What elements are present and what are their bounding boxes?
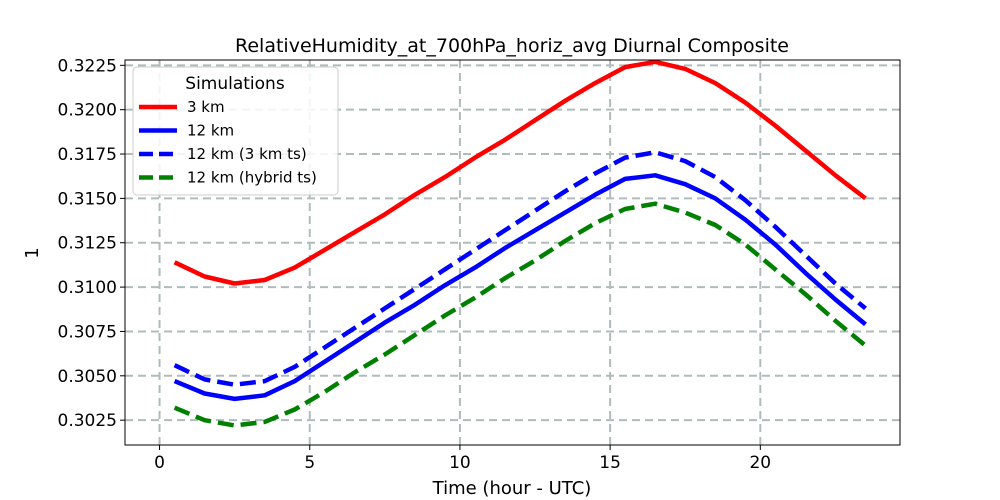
x-axis-label: Time (hour - UTC) <box>432 478 592 499</box>
x-tick-label: 0 <box>154 453 165 473</box>
y-tick-label: 0.3125 <box>58 234 117 254</box>
y-tick-label: 0.3175 <box>58 145 117 165</box>
legend-label-0: 3 km <box>187 98 225 116</box>
x-tick-label: 10 <box>449 453 471 473</box>
legend-box <box>132 66 339 196</box>
y-tick-label: 0.3200 <box>58 101 117 121</box>
series-line-1 <box>173 173 867 402</box>
y-tick-label: 0.3025 <box>58 411 117 431</box>
x-tick-label: 5 <box>304 453 315 473</box>
y-axis-ticks: 0.3025 0.3050 0.3075 0.3100 0.3125 0.3150 0.31… <box>58 56 125 431</box>
series-lines <box>173 59 867 428</box>
chart-title: RelativeHumidity_at_700hPa_horiz_avg Diu… <box>235 35 789 57</box>
y-tick-label: 0.3075 <box>58 322 117 342</box>
series-line-0 <box>173 59 867 286</box>
y-tick-label: 0.3100 <box>58 278 117 298</box>
series-line-2 <box>173 150 867 387</box>
legend-label-2: 12 km (3 km ts) <box>187 145 307 163</box>
legend-label-1: 12 km <box>187 122 234 140</box>
y-axis-label: 1 <box>22 247 43 258</box>
x-tick-label: 15 <box>599 453 621 473</box>
y-tick-label: 0.3150 <box>58 189 117 209</box>
y-tick-label: 0.3050 <box>58 367 117 387</box>
x-axis-ticks: 0 5 10 15 20 <box>154 445 771 473</box>
plot-frame <box>124 59 901 446</box>
legend-title: Simulations <box>185 74 285 94</box>
legend-items: 3 km 12 km 12 km (3 km ts) 12 km (hybrid ts… <box>139 98 317 187</box>
series-line-3 <box>173 201 867 428</box>
legend: Simulations 3 km 12 km 12 km (3 km ts) 12 k… <box>132 66 339 196</box>
legend-label-3: 12 km (hybrid ts) <box>187 169 317 187</box>
y-tick-label: 0.3225 <box>58 56 117 76</box>
x-tick-label: 20 <box>749 453 771 473</box>
